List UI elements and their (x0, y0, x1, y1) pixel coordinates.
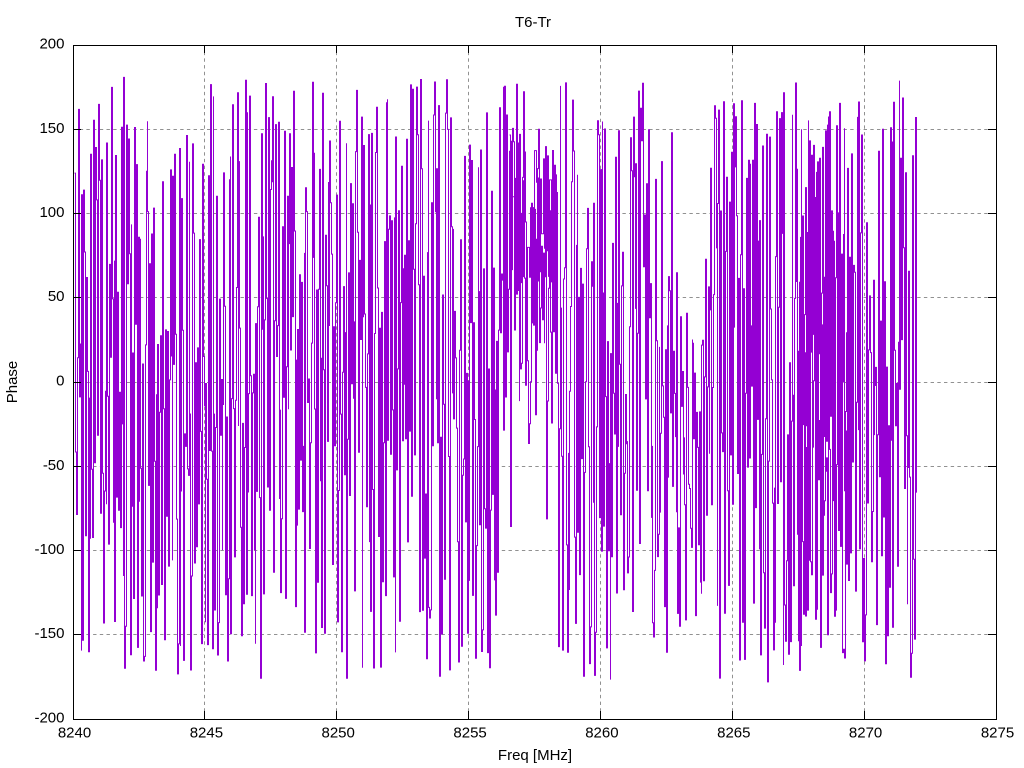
svg-text:200: 200 (39, 36, 64, 53)
svg-text:-200: -200 (34, 710, 64, 727)
svg-text:Phase: Phase (4, 361, 21, 404)
svg-text:-100: -100 (34, 541, 64, 558)
svg-text:Freq [MHz]: Freq [MHz] (498, 747, 572, 764)
svg-text:8240: 8240 (58, 725, 91, 742)
svg-text:-50: -50 (43, 457, 65, 474)
svg-text:8275: 8275 (981, 725, 1014, 742)
svg-text:8255: 8255 (453, 725, 486, 742)
svg-text:8265: 8265 (717, 725, 750, 742)
svg-text:8260: 8260 (585, 725, 618, 742)
svg-text:8250: 8250 (322, 725, 355, 742)
svg-text:T6-Tr: T6-Tr (515, 14, 551, 31)
svg-text:100: 100 (39, 204, 64, 221)
svg-text:0: 0 (56, 373, 64, 390)
svg-text:50: 50 (48, 288, 65, 305)
svg-text:-150: -150 (34, 625, 64, 642)
svg-text:150: 150 (39, 120, 64, 137)
svg-text:8270: 8270 (849, 725, 882, 742)
svg-text:8245: 8245 (190, 725, 223, 742)
